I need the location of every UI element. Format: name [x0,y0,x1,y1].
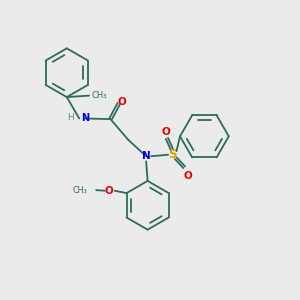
Text: S: S [168,148,176,161]
Text: CH₃: CH₃ [73,186,87,195]
Text: N: N [142,151,151,161]
Text: O: O [118,97,127,107]
Text: O: O [184,171,192,181]
Text: O: O [161,127,170,137]
Text: N: N [81,113,89,124]
Text: CH₃: CH₃ [91,91,106,100]
Text: H: H [68,113,74,122]
Text: O: O [105,186,114,196]
